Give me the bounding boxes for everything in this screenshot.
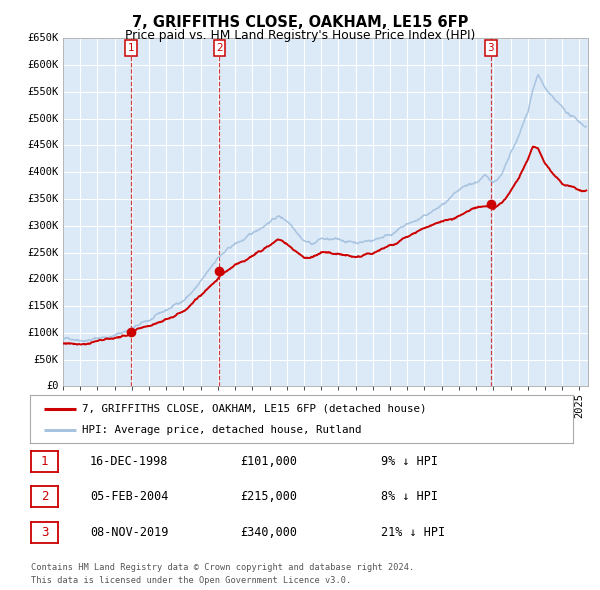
Text: 2: 2 (41, 490, 49, 503)
Text: £400K: £400K (28, 167, 59, 177)
Text: £215,000: £215,000 (240, 490, 297, 503)
Text: 3: 3 (487, 43, 494, 53)
Text: £150K: £150K (28, 301, 59, 311)
Text: 2: 2 (216, 43, 223, 53)
Text: £550K: £550K (28, 87, 59, 97)
Text: 7, GRIFFITHS CLOSE, OAKHAM, LE15 6FP: 7, GRIFFITHS CLOSE, OAKHAM, LE15 6FP (132, 15, 468, 30)
Text: £340,000: £340,000 (240, 526, 297, 539)
Text: £500K: £500K (28, 114, 59, 124)
Text: 7, GRIFFITHS CLOSE, OAKHAM, LE15 6FP (detached house): 7, GRIFFITHS CLOSE, OAKHAM, LE15 6FP (de… (82, 404, 426, 414)
Text: £100K: £100K (28, 328, 59, 338)
Text: £650K: £650K (28, 34, 59, 43)
Text: 1: 1 (128, 43, 134, 53)
Text: 05-FEB-2004: 05-FEB-2004 (90, 490, 169, 503)
Text: 8% ↓ HPI: 8% ↓ HPI (381, 490, 438, 503)
Text: 21% ↓ HPI: 21% ↓ HPI (381, 526, 445, 539)
Text: £350K: £350K (28, 194, 59, 204)
Text: £50K: £50K (34, 355, 59, 365)
Text: 9% ↓ HPI: 9% ↓ HPI (381, 455, 438, 468)
Text: £300K: £300K (28, 221, 59, 231)
Text: This data is licensed under the Open Government Licence v3.0.: This data is licensed under the Open Gov… (31, 576, 352, 585)
Text: 3: 3 (41, 526, 49, 539)
Text: Price paid vs. HM Land Registry's House Price Index (HPI): Price paid vs. HM Land Registry's House … (125, 30, 475, 42)
Text: £600K: £600K (28, 60, 59, 70)
Text: £200K: £200K (28, 274, 59, 284)
Text: 16-DEC-1998: 16-DEC-1998 (90, 455, 169, 468)
Text: £450K: £450K (28, 140, 59, 150)
Text: £101,000: £101,000 (240, 455, 297, 468)
Text: 1: 1 (41, 455, 49, 468)
Text: HPI: Average price, detached house, Rutland: HPI: Average price, detached house, Rutl… (82, 425, 361, 435)
Text: Contains HM Land Registry data © Crown copyright and database right 2024.: Contains HM Land Registry data © Crown c… (31, 563, 415, 572)
Text: £0: £0 (46, 382, 59, 391)
Text: 08-NOV-2019: 08-NOV-2019 (90, 526, 169, 539)
Text: £250K: £250K (28, 248, 59, 258)
